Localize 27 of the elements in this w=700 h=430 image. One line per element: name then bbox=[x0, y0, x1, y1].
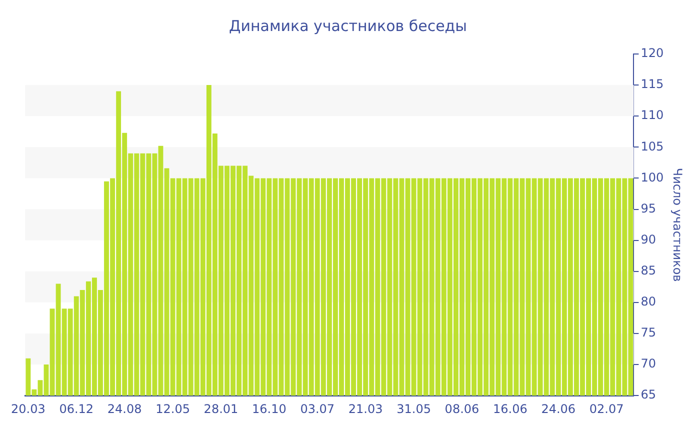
y-tick-label: 90 bbox=[640, 232, 656, 246]
x-tick-label: 24.08 bbox=[107, 402, 142, 416]
x-tick-label: 03.07 bbox=[300, 402, 335, 416]
x-tick-label: 16.10 bbox=[252, 402, 286, 416]
y-tick-label: 100 bbox=[640, 170, 664, 184]
x-tick-label: 06.12 bbox=[59, 402, 94, 416]
y-tick-label: 85 bbox=[640, 264, 656, 278]
y-tick-label: 65 bbox=[640, 388, 656, 402]
y-tick-label: 70 bbox=[640, 356, 656, 371]
x-tick-label: 08.06 bbox=[444, 402, 480, 416]
x-tick-label: 12.05 bbox=[156, 402, 190, 416]
y-tick-label: 120 bbox=[640, 46, 664, 60]
x-tick-label: 31.05 bbox=[396, 402, 431, 416]
x-tick-label: 21.03 bbox=[348, 402, 383, 416]
y-tick-label: 95 bbox=[640, 201, 656, 216]
y-tick-label: 80 bbox=[640, 294, 656, 309]
y-tick-label: 110 bbox=[640, 108, 664, 122]
x-tick-label: 02.07 bbox=[589, 402, 624, 416]
x-tick-label: 28.01 bbox=[204, 402, 238, 416]
chart-title: Динамика участников беседы bbox=[228, 16, 468, 35]
y-tick-label: 105 bbox=[640, 139, 664, 154]
y-tick-label: 75 bbox=[640, 326, 656, 340]
y-axis-title: Число участников bbox=[670, 168, 685, 282]
x-tick-label: 20.03 bbox=[10, 402, 46, 416]
y-tick-label: 115 bbox=[640, 77, 664, 92]
x-tick-label: 24.06 bbox=[541, 402, 576, 416]
x-tick-label: 16.06 bbox=[493, 402, 528, 416]
